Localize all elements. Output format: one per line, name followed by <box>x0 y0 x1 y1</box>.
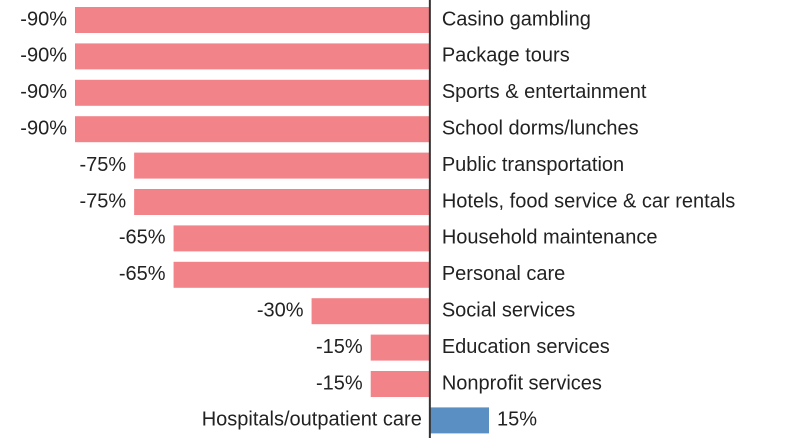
category-label: Hospitals/outpatient care <box>202 409 422 431</box>
bar <box>370 371 430 397</box>
category-label: Household maintenance <box>442 227 658 249</box>
value-label: 15% <box>497 409 537 431</box>
value-label: -65% <box>119 263 166 285</box>
category-label: Package tours <box>442 45 570 67</box>
value-label: -75% <box>79 154 126 176</box>
value-label: -90% <box>20 45 67 67</box>
value-label: -75% <box>79 190 126 212</box>
bar <box>75 7 430 33</box>
bar <box>370 334 430 361</box>
category-label: Education services <box>442 336 610 358</box>
bar <box>429 407 489 434</box>
value-label: -15% <box>316 372 363 394</box>
category-label: Public transportation <box>442 154 624 176</box>
value-label: -90% <box>20 117 67 139</box>
value-label: -15% <box>316 336 363 358</box>
category-label: Casino gambling <box>442 8 591 30</box>
category-label: Social services <box>442 299 575 321</box>
value-label: -90% <box>20 81 67 103</box>
value-label: -65% <box>119 227 166 249</box>
value-label: -30% <box>257 299 304 321</box>
category-label: Nonprofit services <box>442 372 602 394</box>
category-label: School dorms/lunches <box>442 117 639 139</box>
bar <box>173 261 430 288</box>
bar <box>173 225 430 252</box>
value-label: -90% <box>20 8 67 30</box>
category-label: Sports & entertainment <box>442 81 647 103</box>
bar <box>134 189 430 215</box>
category-label: Personal care <box>442 263 565 285</box>
category-label: Hotels, food service & car rentals <box>442 190 735 212</box>
bar <box>134 152 430 179</box>
bar <box>75 43 430 70</box>
bar <box>75 79 430 106</box>
bar <box>75 116 430 143</box>
bar <box>311 298 430 325</box>
